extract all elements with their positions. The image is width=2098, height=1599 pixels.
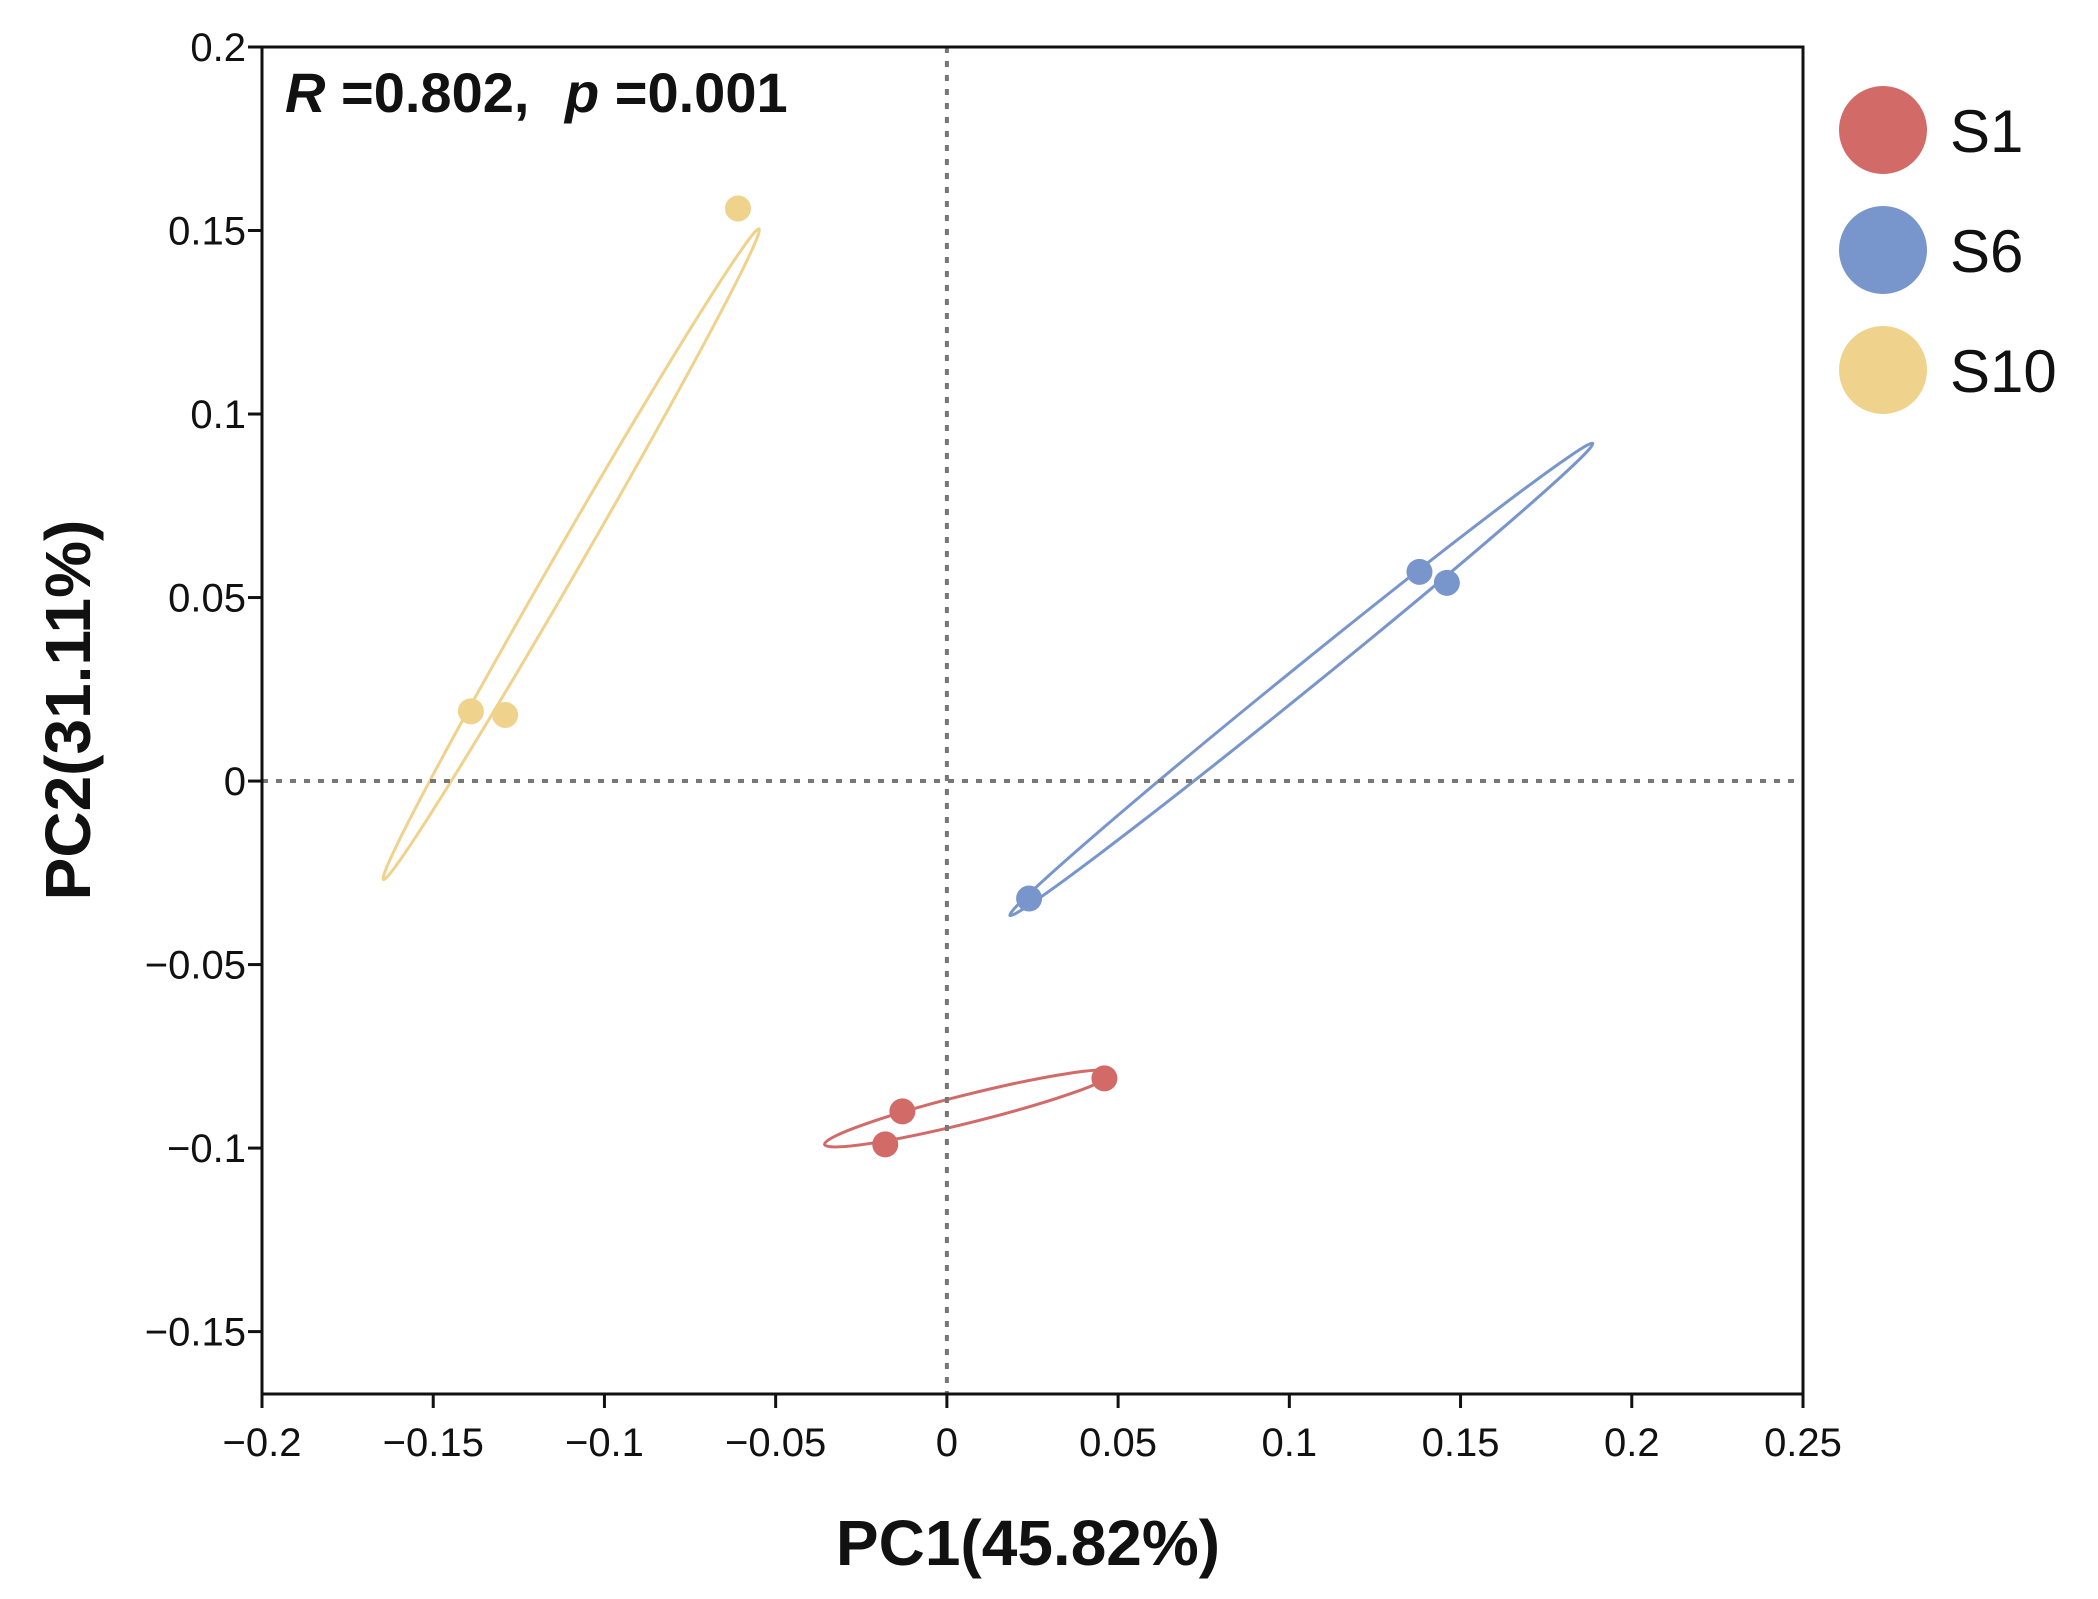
x-tick-label: 0	[936, 1421, 958, 1465]
point-s6	[1016, 885, 1043, 912]
legend-label-s6: S6	[1950, 218, 2023, 285]
x-tick-label: 0.15	[1422, 1421, 1500, 1465]
confidence-ellipses	[381, 227, 1595, 1149]
y-tick-label: −0.15	[145, 1311, 246, 1355]
r-value: =0.802,	[341, 61, 529, 124]
statistic-annotation: R =0.802, p =0.001	[285, 61, 788, 124]
y-axis-title: PC2(31.11%)	[32, 520, 104, 901]
y-tick-label: 0.05	[168, 577, 246, 621]
ellipse-s10	[381, 227, 761, 882]
point-s1	[872, 1131, 899, 1158]
p-value: =0.001	[615, 61, 788, 124]
legend-marker-s10	[1839, 326, 1927, 414]
legend-marker-s6	[1839, 206, 1927, 294]
x-axis-title: PC1(45.82%)	[836, 1507, 1220, 1579]
x-tick-label: −0.1	[565, 1421, 644, 1465]
legend-label-s1: S1	[1950, 98, 2023, 165]
x-tick-label: 0.1	[1262, 1421, 1318, 1465]
x-tick-label: −0.2	[223, 1421, 302, 1465]
point-s10	[457, 698, 484, 725]
ellipse-s6	[1008, 441, 1595, 918]
y-tick-label: 0.15	[168, 210, 246, 254]
y-tick-label: −0.05	[145, 944, 246, 988]
y-tick-label: 0	[224, 760, 246, 804]
point-s10	[492, 701, 519, 728]
point-s1	[889, 1098, 916, 1125]
y-tick-label: 0.1	[190, 393, 246, 437]
x-tick-label: 0.05	[1079, 1421, 1157, 1465]
point-s1	[1091, 1065, 1118, 1092]
x-axis-ticks: −0.2 −0.15 −0.1 −0.05 0 0.05 0.1 0.15 0.2 0.25	[223, 1394, 1842, 1465]
x-tick-label: 0.25	[1764, 1421, 1842, 1465]
point-s6	[1406, 558, 1433, 585]
y-axis-ticks: 0.2 0.15 0.1 0.05 0 −0.05 −0.1 −0.15	[145, 26, 262, 1355]
r-label: R	[285, 61, 326, 124]
legend-label-s10: S10	[1950, 338, 2057, 405]
y-tick-label: 0.2	[190, 26, 246, 70]
p-label: p	[563, 61, 599, 124]
point-s6	[1433, 569, 1460, 596]
legend-marker-s1	[1839, 86, 1927, 174]
point-s10	[724, 195, 751, 222]
x-tick-label: −0.05	[725, 1421, 826, 1465]
x-tick-label: −0.15	[383, 1421, 484, 1465]
plot-frame	[260, 45, 1805, 1396]
x-tick-label: 0.2	[1604, 1421, 1660, 1465]
ellipse-s1	[823, 1068, 1116, 1149]
y-tick-label: −0.1	[167, 1127, 246, 1171]
legend: S1 S6 S10	[1839, 86, 2057, 414]
data-points	[457, 195, 1460, 1158]
